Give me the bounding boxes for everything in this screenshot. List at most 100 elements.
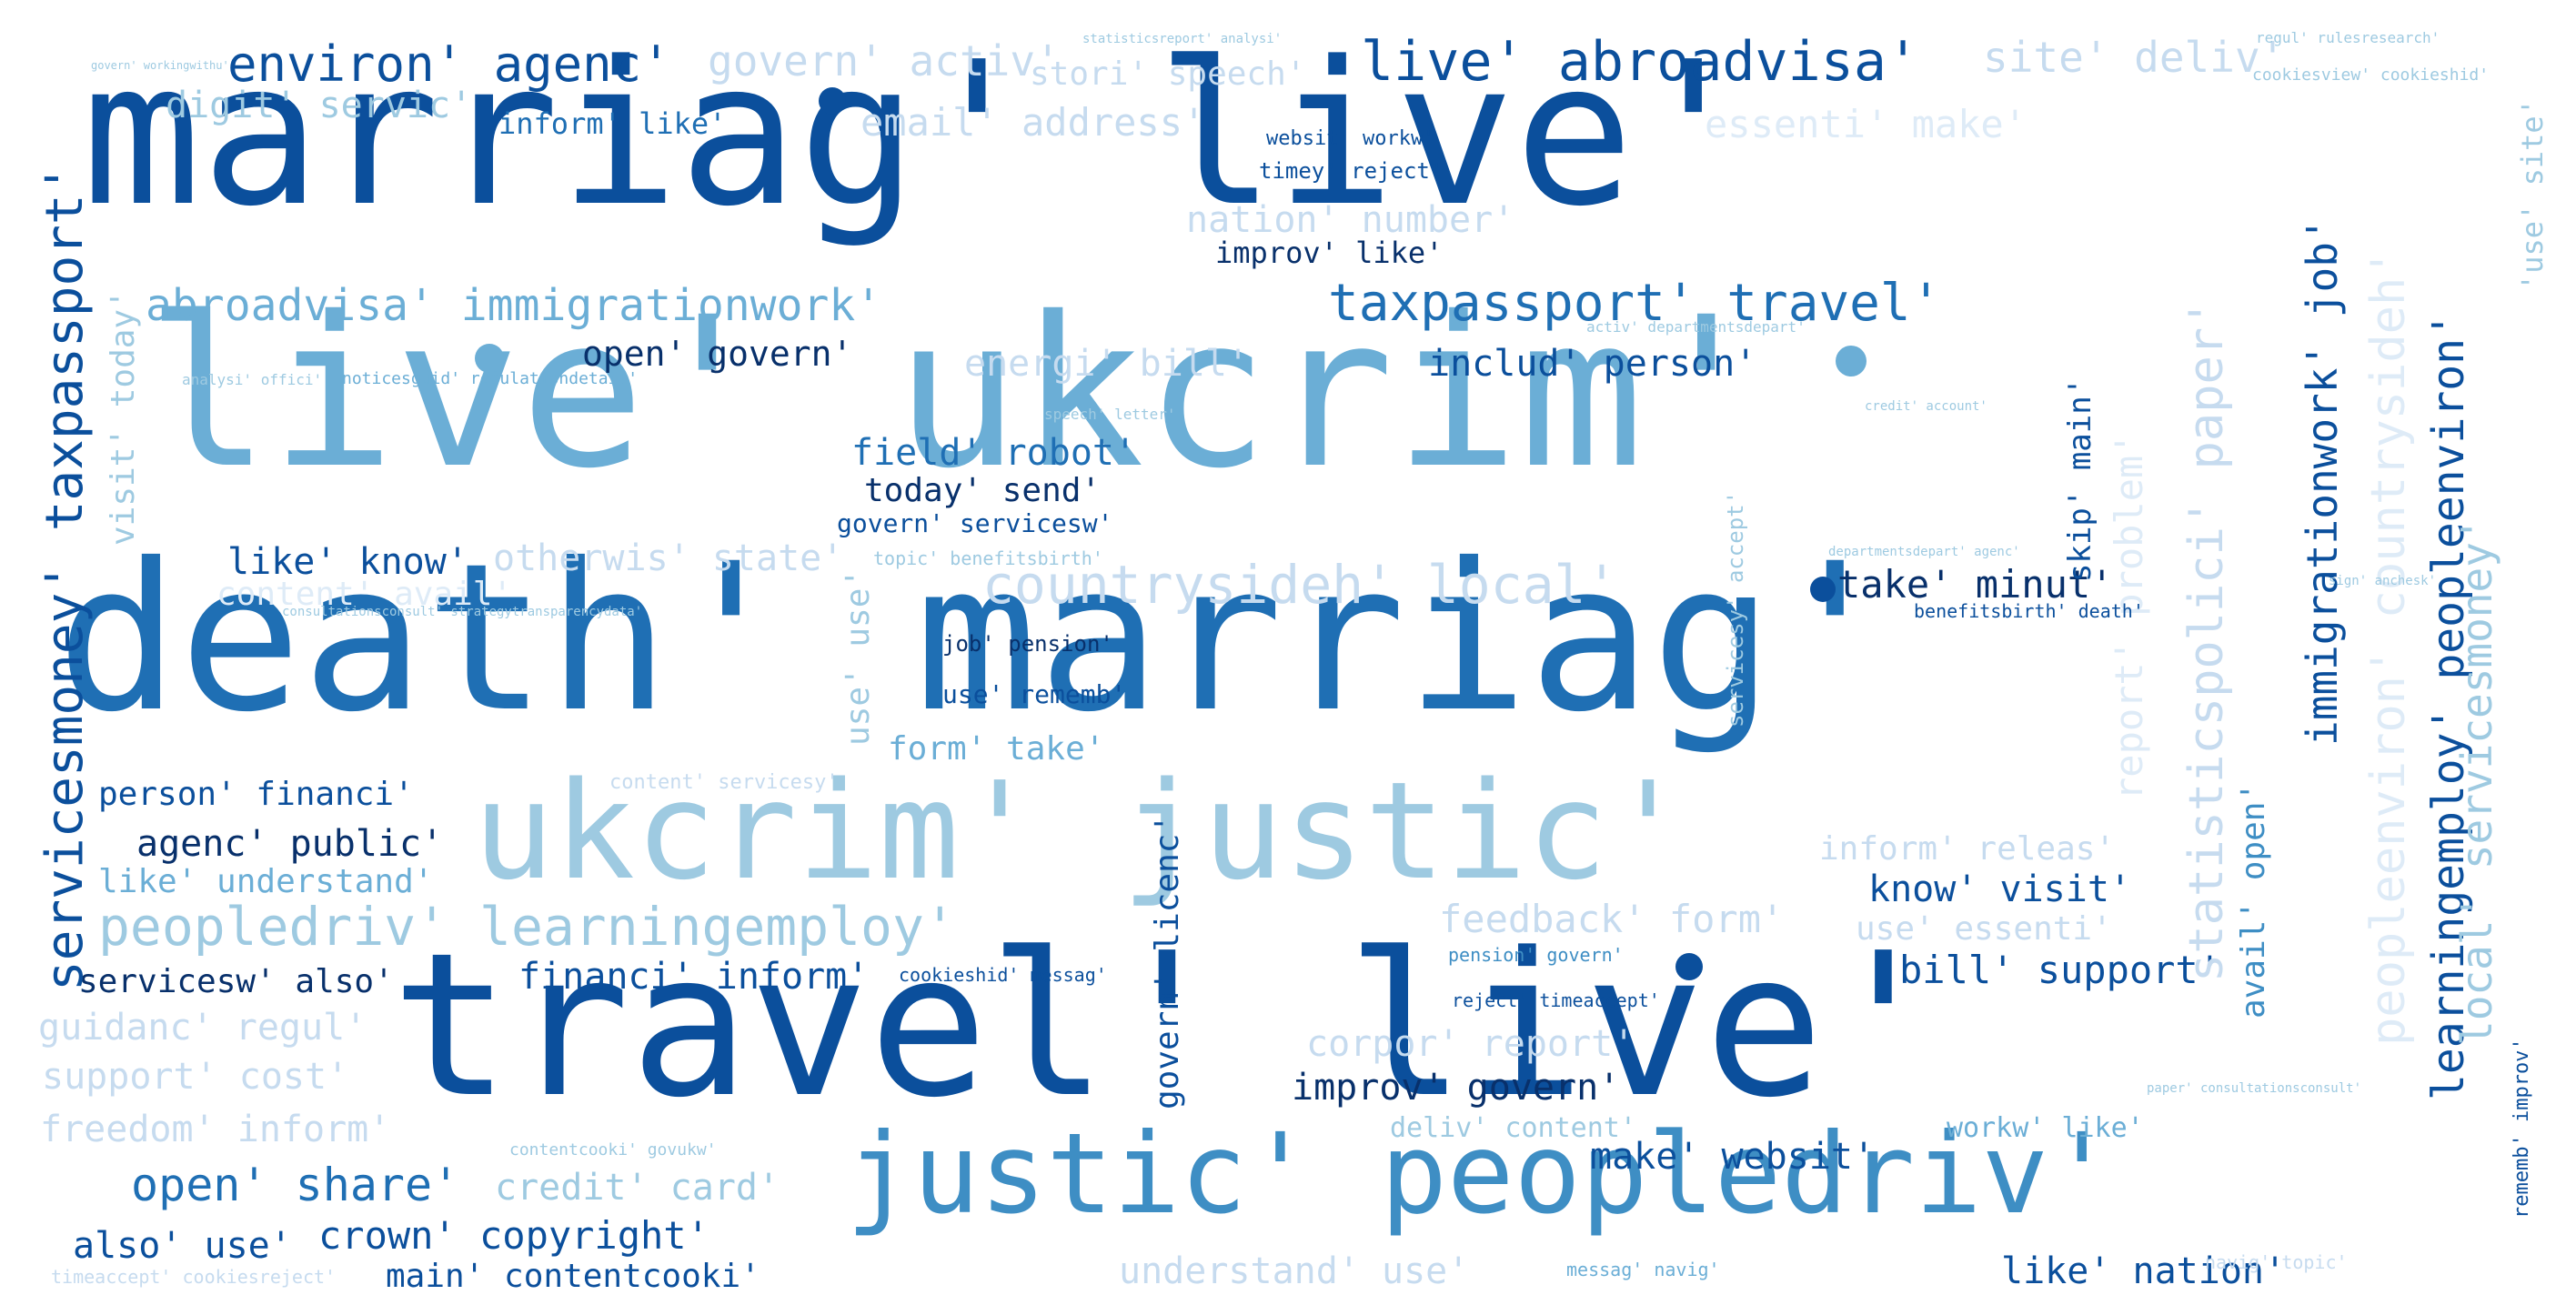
word-servicesy-accept: servicesy' accept'	[1723, 490, 1748, 728]
word-peopledriv-learningemploy: peopledriv' learningemploy'	[98, 896, 956, 958]
word-credit-card: credit' card'	[495, 1167, 780, 1209]
word-marriag-live: marriag' live'	[82, 20, 1754, 250]
word-like-understand: like' understand'	[98, 863, 434, 900]
word-pension-govern: pension' govern'	[1448, 944, 1624, 966]
word-essenti-make: essenti' make'	[1705, 102, 2028, 146]
word-taxpassport-travel: taxpassport' travel'	[1328, 274, 1942, 333]
word-form-take: form' take'	[888, 730, 1105, 768]
word-content-avail: content' avail'	[216, 576, 513, 613]
word-speech-letter: speech' letter'	[1044, 406, 1176, 423]
word-peopleenviron-countrysideh: peopleenviron' countrysideh'	[2361, 248, 2416, 1046]
word-benefitsbirth-death: benefitsbirth' death'	[1914, 600, 2144, 622]
word-use-rememb: use' rememb'	[942, 679, 1127, 709]
word-nation-number: nation' number'	[1186, 199, 1515, 241]
word-local-servicesmoney: local' servicesmoney'	[2452, 517, 2501, 1046]
word-main-contentcooki: main' contentcooki'	[386, 1258, 760, 1295]
word-reject-timeaccept: reject' timeaccept'	[1452, 989, 1660, 1011]
word-like-nation: like' nation'	[2001, 1250, 2287, 1292]
word-sign-anchesk: sign' anchesk'	[2329, 574, 2437, 588]
word-departmentsdepart-agenc: departmentsdepart' agenc'	[1828, 545, 2020, 559]
word-websit-workw: websit' workw'	[1266, 127, 1435, 150]
word-includ-person: includ' person'	[1428, 343, 1757, 385]
word-regul-rulesresearch: regul' rulesresearch'	[2256, 29, 2440, 46]
dot	[1675, 953, 1703, 980]
word-servicesmoney-taxpassport: servicesmoney' taxpassport'	[35, 163, 95, 991]
word-analysi-offici: analysi' offici'	[182, 371, 323, 388]
word-make-websit: make' websit'	[1590, 1136, 1876, 1178]
word-abroadvisa-immigrationwork: abroadvisa' immigrationwork'	[146, 280, 882, 331]
word-govern-workingwithu: govern' workingwithu'	[91, 59, 229, 72]
word-environ-agenc: environ' agenc'	[227, 35, 671, 93]
word-justic-peopledriv: justic' peopledriv'	[846, 1109, 2116, 1239]
word-avail-open: avail' open'	[2235, 781, 2272, 1019]
word-stori-speech: stori' speech'	[1030, 55, 1306, 93]
word-paper-consultationsconsult: paper' consultationsconsult'	[2147, 1081, 2362, 1096]
word-corpor-report: corpor' report'	[1306, 1023, 1635, 1065]
word-consultationsconsult-strategytransparencydata: consultationsconsult' strategytransparen…	[282, 605, 643, 619]
word-contentcooki-govukw: contentcooki' govukw'	[509, 1140, 717, 1159]
word-use-essenti: use' essenti'	[1856, 910, 2112, 948]
word-servicesw-also: servicesw' also'	[78, 963, 394, 1000]
word-ukcrim-justic: ukcrim' justic'	[473, 753, 1689, 909]
word-use-site: 'use' site'	[2515, 98, 2550, 291]
word-guidanc-regul: guidanc' regul'	[38, 1007, 367, 1049]
word-countrysideh-local: countrysideh' local'	[982, 554, 1618, 616]
word-workw-like: workw' like'	[1947, 1112, 2144, 1144]
word-open-govern: open' govern'	[582, 334, 853, 374]
word-govern-licenc: govern' licenc'	[1149, 813, 1186, 1109]
word-timeaccept-cookiesreject: timeaccept' cookiesreject'	[51, 1266, 337, 1288]
word-feedback-form: feedback' form'	[1439, 897, 1785, 941]
word-improv-like: improv' like'	[1215, 236, 1444, 270]
word-take-minut: take' minut'	[1837, 562, 2114, 607]
word-statisticspolici-paper: statisticspolici' paper'	[2179, 298, 2234, 982]
word-digit-servic: digit' servic'	[166, 85, 473, 126]
word-understand-use: understand' use'	[1119, 1250, 1470, 1292]
word-financi-inform: financi' inform'	[518, 956, 870, 998]
word-death-marriag: death' marriag'	[56, 519, 1897, 757]
word-live-ukcrim: live' ukcrim'	[146, 272, 1769, 514]
word-credit-account: credit' account'	[1865, 399, 1987, 414]
dot	[1836, 346, 1867, 376]
word-email-address: email' address'	[860, 100, 1206, 145]
word-topic-benefitsbirth: topic' benefitsbirth'	[873, 547, 1103, 569]
word-skip-main: skip' main'	[2062, 376, 2098, 582]
word-timey-reject: timey' reject'	[1259, 158, 1444, 184]
word-cookiesview-cookieshid: cookiesview' cookieshid'	[2252, 65, 2490, 85]
word-content-servicesy: content' servicesy'	[609, 771, 839, 794]
word-site-deliv: site' deliv'	[1983, 33, 2286, 82]
word-activ-departmentsdepart: activ' departmentsdepart'	[1586, 318, 1806, 336]
word-also-use: also' use'	[73, 1225, 292, 1267]
word-agenc-public: agenc' public'	[136, 823, 444, 865]
word-noticesguid-regulationdetail: noticesguid' regulationdetail'	[342, 369, 639, 388]
word-statisticsreport-analysi: statisticsreport' analysi'	[1082, 32, 1283, 46]
word-like-know: like' know'	[227, 541, 468, 583]
word-immigrationwork-job: immigrationwork' job'	[2298, 216, 2347, 746]
word-inform-like: inform' like'	[498, 106, 727, 141]
word-freedom-inform: freedom' inform'	[40, 1109, 391, 1150]
word-today-send: today' send'	[864, 472, 1102, 509]
word-person-financi: person' financi'	[98, 776, 414, 813]
word-navig-topic: navig' topic'	[2205, 1251, 2348, 1273]
word-field-robot: field' robot'	[851, 432, 1137, 474]
word-energi-bill: energi' bill'	[964, 343, 1250, 385]
word-live-abroadvisa: live' abroadvisa'	[1361, 30, 1920, 94]
dot	[475, 344, 504, 373]
word-improv-govern: improv' govern'	[1292, 1067, 1621, 1109]
word-crown-copyright: crown' copyright'	[318, 1213, 709, 1258]
word-cookieshid-messag: cookieshid' messag'	[899, 964, 1107, 986]
word-support-cost: support' cost'	[42, 1056, 349, 1098]
dot	[819, 87, 846, 115]
word-bill-support: bill' support'	[1899, 948, 2222, 992]
word-govern-servicesw: govern' servicesw'	[837, 508, 1113, 538]
word-open-share: open' share'	[131, 1159, 460, 1211]
word-know-visit: know' visit'	[1868, 868, 2131, 910]
word-govern-activ: govern' activ'	[708, 36, 1061, 85]
word-visit-today: visit' today'	[105, 289, 142, 546]
word-deliv-content: deliv' content'	[1390, 1112, 1636, 1144]
word-use-use: use' use'	[840, 567, 877, 746]
word-inform-releas: inform' releas'	[1819, 830, 2116, 868]
word-messag-navig: messag' navig'	[1566, 1259, 1720, 1280]
dot	[1810, 577, 1836, 602]
word-otherwis-state: otherwis' state'	[493, 537, 844, 579]
